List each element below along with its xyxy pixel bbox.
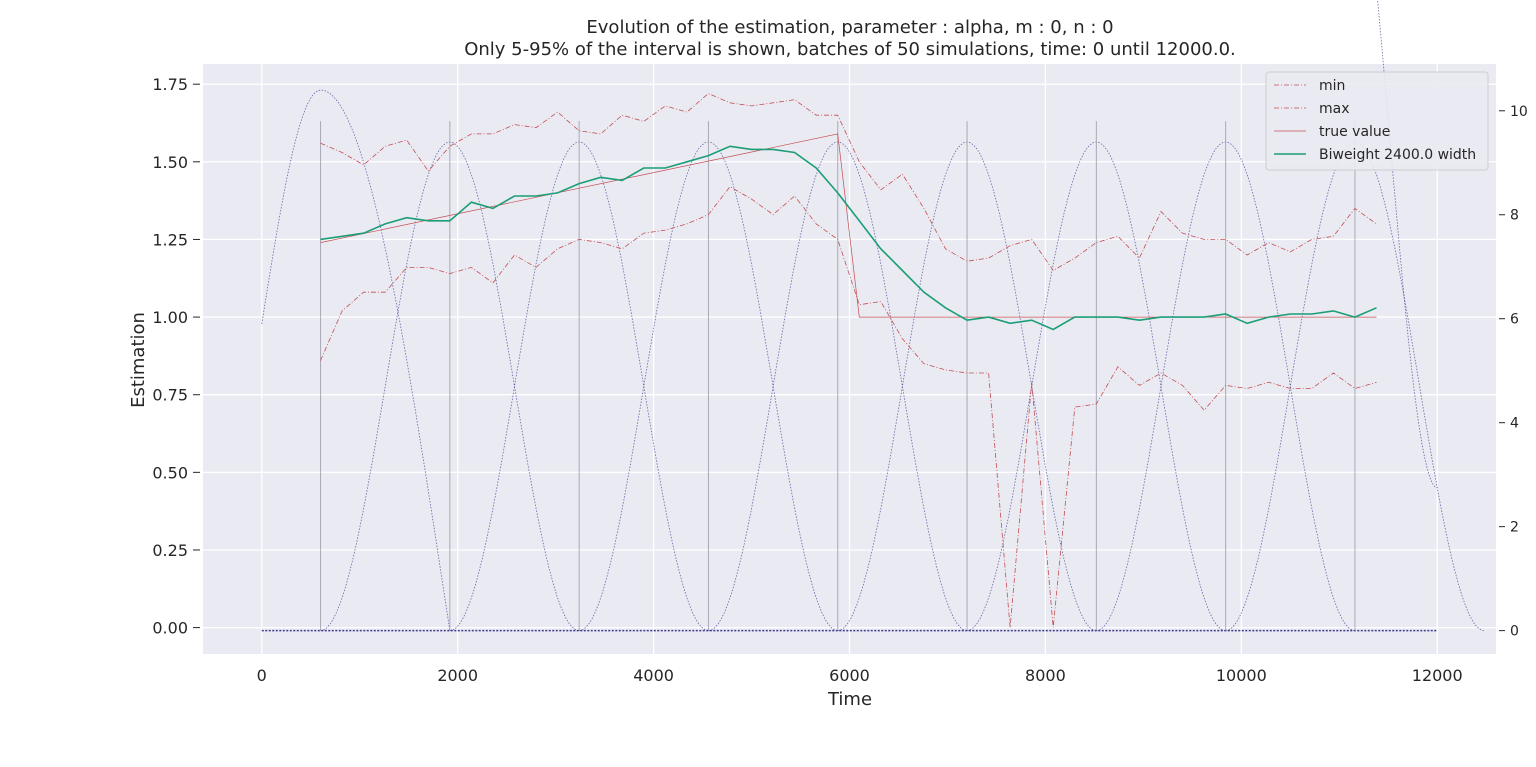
y-tick-label: 1.50: [152, 153, 188, 172]
y-tick-labels: 0.00 0.25 0.50 0.75 1.00 1.25 1.50 1.75: [152, 75, 200, 638]
y-tick-label: 1.00: [152, 308, 188, 327]
x-tick-labels: 0 2000 4000 6000 8000 10000 12000: [257, 666, 1463, 685]
x-axis-label: Time: [827, 689, 872, 710]
x-tick-label: 10000: [1216, 666, 1267, 685]
legend: min max true value Biweight 2400.0 width: [1265, 71, 1489, 171]
series-lines: [320, 93, 1377, 628]
series-line-min: [320, 186, 1377, 628]
right-y-tick-label: 2: [1510, 520, 1519, 536]
y-tick-label: 0.00: [152, 619, 188, 638]
grid-lines: [203, 64, 1496, 654]
y-tick-label: 1.25: [152, 230, 188, 249]
right-y-tick-labels: 0 2 4 6 8 10: [1499, 104, 1528, 640]
right-y-tick-label: 8: [1510, 208, 1519, 224]
x-tick-label: 2000: [437, 666, 478, 685]
y-axis-label: Estimation: [128, 312, 149, 408]
x-tick-label: 12000: [1412, 666, 1463, 685]
x-tick-label: 0: [257, 666, 267, 685]
kernel-curves: [261, 0, 1485, 632]
y-tick-label: 1.75: [152, 75, 188, 94]
chart-title: Evolution of the estimation, parameter :…: [586, 17, 1113, 38]
legend-label: min: [1319, 78, 1345, 94]
right-y-tick-label: 6: [1510, 312, 1519, 328]
y-tick-label: 0.75: [152, 386, 188, 405]
series-line-biweight-2400-0-width: [320, 145, 1377, 331]
y-tick-label: 0.50: [152, 463, 188, 482]
series-line-max: [320, 93, 1377, 272]
legend-label: true value: [1319, 124, 1390, 140]
chart-subtitle: Only 5-95% of the interval is shown, bat…: [464, 39, 1236, 60]
y-tick-label: 0.25: [152, 541, 188, 560]
legend-label: Biweight 2400.0 width: [1319, 147, 1476, 163]
right-y-tick-label: 10: [1510, 104, 1528, 120]
right-y-tick-label: 0: [1510, 624, 1519, 640]
kernel-curve: [1377, 0, 1438, 489]
x-tick-label: 6000: [829, 666, 870, 685]
legend-box: [1265, 71, 1489, 171]
x-tick-label: 4000: [633, 666, 674, 685]
right-y-tick-label: 4: [1510, 416, 1519, 432]
x-tick-label: 8000: [1025, 666, 1066, 685]
legend-label: max: [1319, 101, 1350, 117]
